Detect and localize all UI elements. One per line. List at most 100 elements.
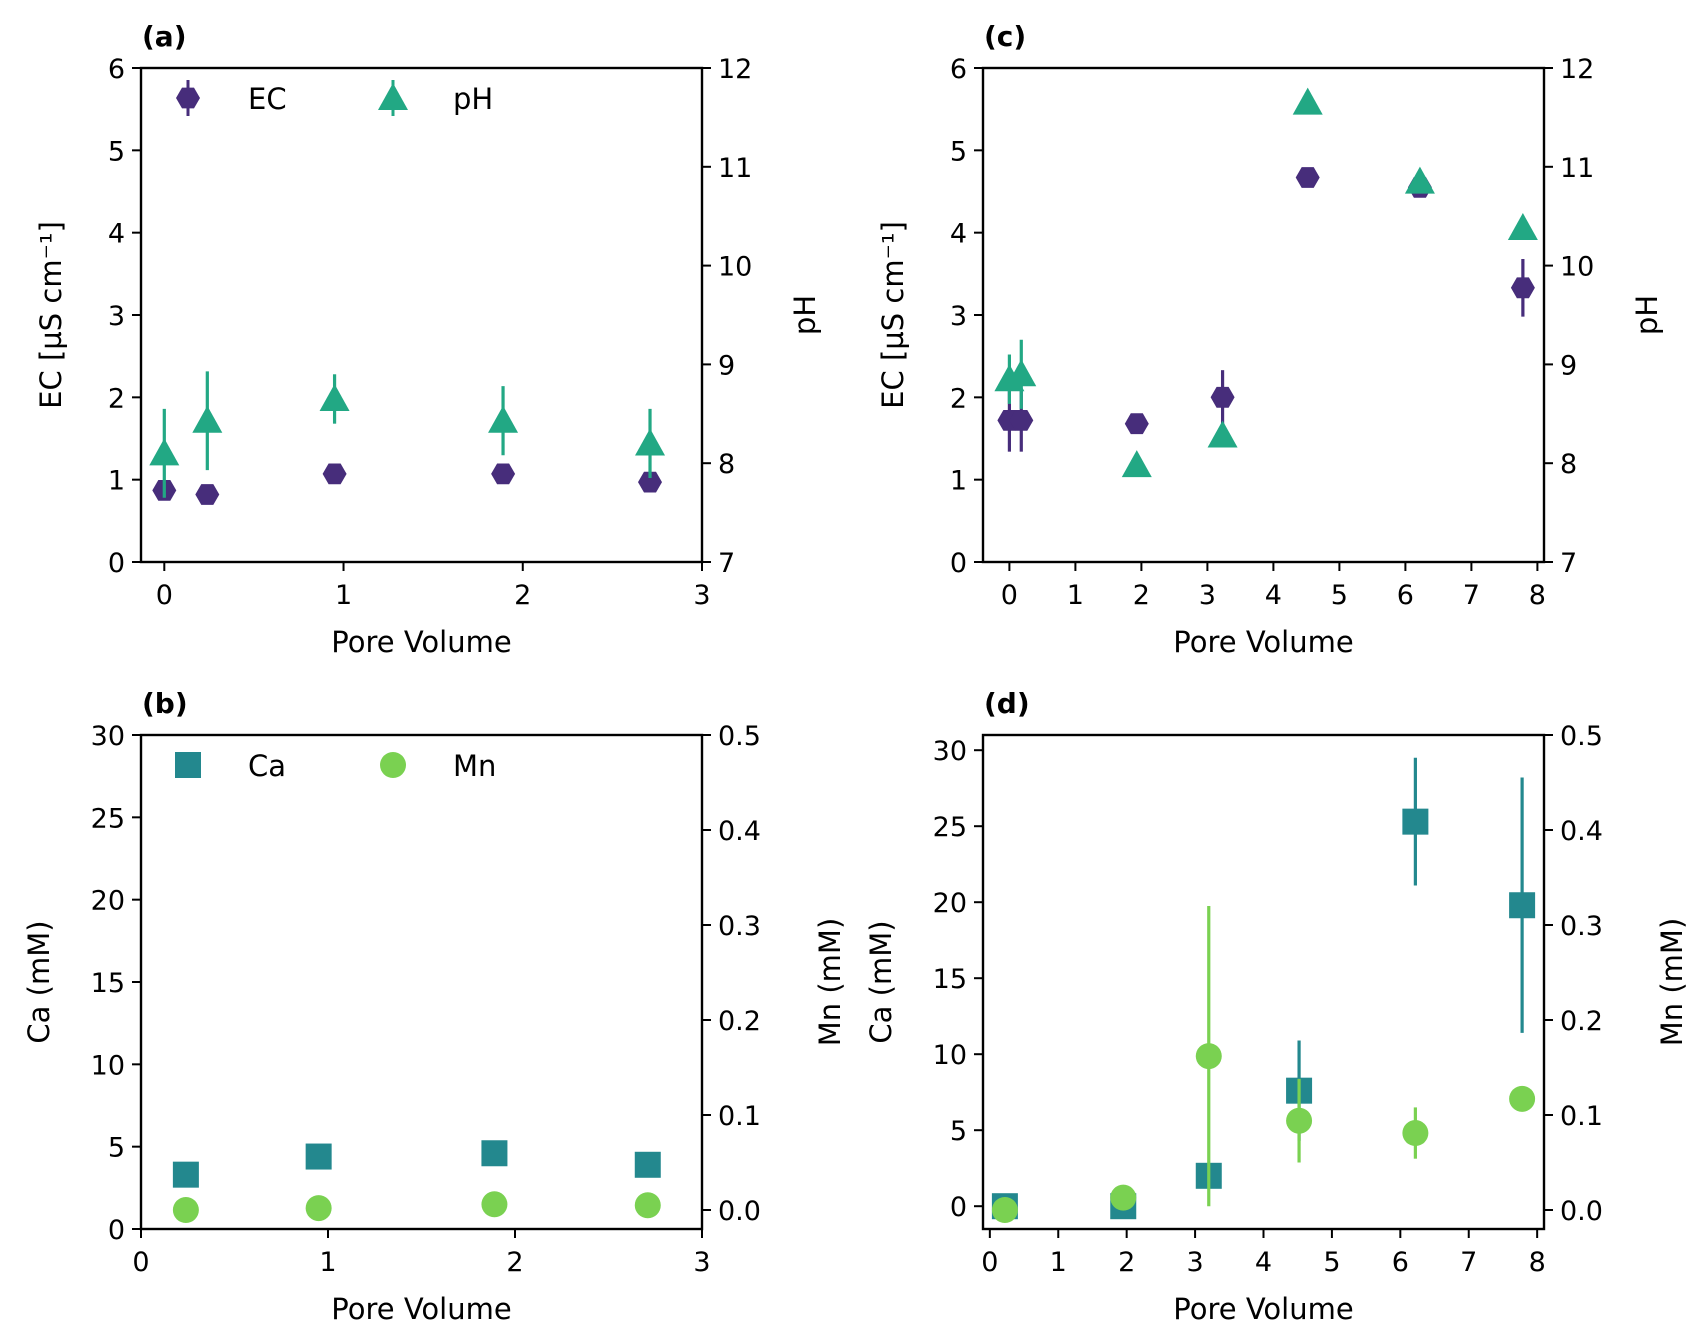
data-point — [1402, 808, 1429, 835]
y-right-tick-label: 7 — [718, 548, 735, 579]
y-right-tick-label: 12 — [1560, 54, 1594, 85]
x-tick-label: 1 — [335, 580, 352, 611]
data-point — [991, 1197, 1018, 1223]
y-tick-label: 3 — [950, 301, 967, 332]
y-right-tick-label: 8 — [1560, 449, 1577, 480]
y-right-tick-label: 0.5 — [718, 721, 761, 752]
legend-label: Ca — [248, 749, 286, 783]
data-point — [638, 471, 662, 493]
x-tick-label: 5 — [1323, 1247, 1340, 1278]
x-tick-label: 1 — [319, 1247, 336, 1278]
data-point — [172, 1161, 199, 1188]
data-point — [1404, 166, 1435, 194]
data-point — [1510, 277, 1535, 299]
plot-frame — [981, 733, 1546, 1231]
y-right-tick-label: 0.3 — [1560, 911, 1603, 942]
y-right-tick-label: 0.5 — [1560, 721, 1603, 752]
y-tick-label: 1 — [108, 466, 125, 497]
y-tick-label: 0 — [950, 548, 967, 579]
x-tick-label: 3 — [1186, 1247, 1203, 1278]
legend-label: pH — [453, 82, 493, 116]
x-tick-label: 3 — [693, 1247, 710, 1278]
x-tick-label: 1 — [1050, 1247, 1067, 1278]
series-ph — [149, 371, 666, 498]
data-point — [1210, 386, 1235, 408]
y-tick-label: 0 — [108, 1215, 125, 1246]
data-point — [1006, 359, 1037, 387]
y-right-tick-label: 0.4 — [1560, 816, 1603, 847]
data-point — [491, 463, 516, 485]
y-right-tick-label: 10 — [1560, 252, 1594, 283]
y-right-tick-label: 0.1 — [1560, 1101, 1603, 1132]
y-right-tick-label: 10 — [718, 252, 752, 283]
data-point — [1195, 1043, 1222, 1070]
legend-marker — [175, 752, 201, 778]
y-tick-label: 5 — [108, 136, 125, 167]
series-ec — [152, 463, 662, 505]
x-tick-label: 2 — [506, 1247, 523, 1278]
legend-marker — [378, 83, 408, 110]
y-right-axis-label: pH — [788, 295, 822, 335]
y-axis-label: Ca (mM) — [22, 920, 56, 1043]
data-point — [1402, 1120, 1429, 1147]
y-right-tick-label: 8 — [718, 449, 735, 480]
x-tick-label: 7 — [1463, 580, 1480, 611]
series-mn — [991, 906, 1536, 1223]
x-tick-label: 1 — [1067, 580, 1084, 611]
y-tick-label: 2 — [950, 383, 967, 414]
data-point — [1507, 213, 1538, 241]
data-point — [322, 463, 347, 485]
data-point — [1295, 167, 1320, 188]
y-tick-label: 10 — [933, 1040, 967, 1071]
data-point — [192, 405, 223, 433]
y-right-tick-label: 0.2 — [1560, 1006, 1603, 1037]
y-tick-label: 2 — [108, 383, 125, 414]
y-right-tick-label: 0.3 — [718, 911, 761, 942]
y-tick-label: 20 — [91, 886, 125, 917]
x-tick-label: 7 — [1460, 1247, 1477, 1278]
legend: EC pH — [176, 80, 493, 116]
data-point — [635, 428, 666, 456]
data-point — [488, 405, 519, 433]
y-right-tick-label: 11 — [1560, 153, 1594, 184]
data-point — [149, 438, 180, 466]
y-tick-label: 5 — [108, 1133, 125, 1164]
y-tick-label: 3 — [108, 301, 125, 332]
series-ca — [172, 1140, 661, 1188]
plot-frame — [139, 66, 704, 564]
legend-marker — [380, 752, 406, 778]
data-point — [305, 1143, 332, 1170]
panel-label: (a) — [142, 20, 187, 53]
data-point — [1509, 1085, 1536, 1112]
y-axis-label: EC [µS cm⁻¹] — [34, 221, 68, 409]
x-axis-label: Pore Volume — [331, 625, 511, 659]
y-tick-label: 4 — [108, 219, 125, 250]
y-tick-label: 1 — [950, 466, 967, 497]
y-right-tick-label: 0.0 — [718, 1196, 761, 1227]
y-right-tick-label: 0.4 — [718, 816, 761, 847]
y-tick-label: 10 — [91, 1050, 125, 1081]
y-tick-label: 15 — [933, 964, 967, 995]
data-point — [481, 1191, 508, 1218]
panel-label: (b) — [142, 687, 188, 720]
data-point — [1121, 450, 1152, 478]
y-tick-label: 0 — [108, 548, 125, 579]
y-tick-label: 15 — [91, 968, 125, 999]
panel-b: (b)0 1 2 30510152025300.00.10.20.30.40.5Por… — [22, 687, 847, 1326]
x-tick-label: 4 — [1255, 1247, 1272, 1278]
y-tick-label: 6 — [108, 54, 125, 85]
data-point — [634, 1192, 661, 1219]
x-tick-label: 6 — [1397, 580, 1414, 611]
x-tick-label: 0 — [132, 1247, 149, 1278]
y-right-tick-label: 11 — [718, 153, 752, 184]
y-tick-label: 4 — [950, 219, 967, 250]
legend-label: EC — [248, 82, 287, 116]
y-right-tick-label: 9 — [718, 350, 735, 381]
y-right-tick-label: 0.2 — [718, 1006, 761, 1037]
x-tick-label: 0 — [1001, 580, 1018, 611]
data-point — [1286, 1107, 1313, 1134]
y-tick-label: 25 — [933, 812, 967, 843]
x-tick-label: 2 — [1133, 580, 1150, 611]
y-right-tick-label: 0.0 — [1560, 1196, 1603, 1227]
